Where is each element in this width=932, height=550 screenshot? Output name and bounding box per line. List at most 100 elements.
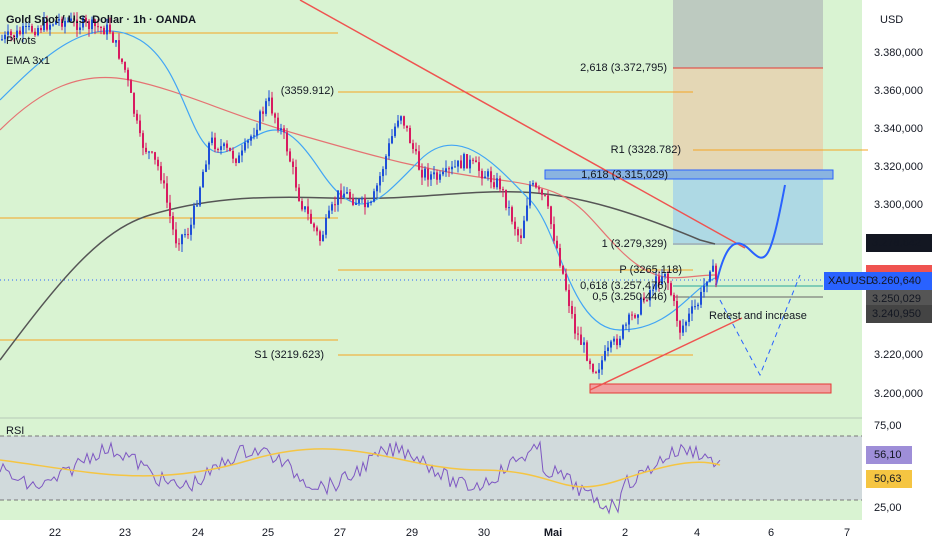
candle	[328, 210, 330, 219]
candle	[628, 314, 630, 325]
candle	[331, 204, 333, 211]
candle	[607, 347, 609, 352]
candle	[73, 18, 75, 20]
candle	[169, 202, 171, 217]
candle	[580, 334, 582, 345]
candle	[97, 26, 99, 28]
candle	[532, 183, 534, 185]
candle	[304, 206, 306, 210]
candle	[613, 338, 615, 342]
level-label: 0,618 (3.257,476)	[580, 280, 667, 292]
zone-gray	[673, 0, 823, 68]
candle	[688, 313, 690, 322]
candle	[64, 20, 66, 27]
tag	[866, 305, 932, 323]
candle	[685, 321, 687, 326]
candle	[19, 30, 21, 35]
candle	[88, 21, 90, 30]
candle	[391, 136, 393, 144]
rsi-tag	[866, 470, 912, 488]
price-tag: 3.278,642	[872, 237, 921, 249]
candle	[46, 19, 48, 30]
price-label: 3.340,000	[874, 123, 923, 135]
price-label: 3.380,000	[874, 47, 923, 59]
candle	[334, 204, 336, 206]
candle	[265, 101, 267, 114]
candle	[184, 234, 186, 236]
candle	[313, 223, 315, 228]
candle	[232, 150, 234, 159]
candle	[469, 159, 471, 169]
candle	[340, 190, 342, 198]
resistance-box	[544, 169, 834, 180]
candle	[472, 159, 474, 161]
date-label: 25	[262, 527, 274, 539]
zone-tan	[673, 68, 823, 175]
candle	[211, 137, 213, 143]
indicator: EMA 3x1	[6, 55, 50, 67]
candle	[394, 126, 396, 137]
candle	[400, 116, 402, 121]
candle	[37, 27, 39, 36]
candle	[112, 32, 114, 43]
candle	[448, 168, 450, 170]
candle	[703, 285, 705, 292]
level-label: P (3265.118)	[619, 264, 682, 276]
candle	[238, 155, 240, 163]
date-label: Mai	[544, 527, 562, 539]
candle	[286, 132, 288, 152]
candle	[673, 294, 675, 301]
candle	[487, 171, 489, 177]
candle	[52, 24, 54, 26]
candle	[553, 224, 555, 241]
candle	[616, 338, 618, 346]
rsi-label: RSI	[6, 425, 24, 437]
price-label: 3.320,000	[874, 161, 923, 173]
support-box	[589, 383, 832, 394]
date-axis-bg	[0, 520, 862, 550]
levels	[0, 0, 868, 391]
candle	[364, 198, 366, 208]
candle	[538, 187, 540, 190]
price-label: 3.200,000	[874, 388, 923, 400]
candle	[589, 360, 591, 365]
candle	[55, 20, 57, 25]
candle	[559, 248, 561, 266]
ema-tag	[866, 234, 932, 252]
candle	[679, 320, 681, 333]
level-label: 1,618 (3.315,029)	[581, 169, 668, 181]
candle	[415, 148, 417, 152]
date-label: 29	[406, 527, 418, 539]
candle	[439, 174, 441, 180]
candle	[229, 147, 231, 151]
candle	[367, 202, 369, 208]
price-label: 3.300,000	[874, 199, 923, 211]
candle	[493, 182, 495, 188]
candle	[451, 166, 453, 170]
candle	[127, 69, 129, 81]
date-label: 30	[478, 527, 490, 539]
candle	[133, 92, 135, 114]
symbol-tag-text: XAUUSD	[828, 275, 874, 287]
candle	[1, 39, 3, 41]
candle	[256, 129, 258, 136]
candle	[271, 97, 273, 114]
date-label: 2	[622, 527, 628, 539]
candle	[262, 111, 264, 114]
candle	[445, 168, 447, 172]
candle	[655, 276, 657, 290]
candle	[310, 213, 312, 224]
candle	[160, 166, 162, 181]
candle	[316, 227, 318, 232]
candle	[379, 176, 381, 186]
candle	[370, 201, 372, 203]
candle	[163, 180, 165, 184]
candle	[175, 229, 177, 244]
candle	[604, 351, 606, 361]
candle	[40, 27, 42, 31]
candle	[676, 300, 678, 321]
candle	[427, 168, 429, 180]
candle	[667, 273, 669, 284]
candle	[358, 199, 360, 204]
zone-blue	[673, 175, 823, 245]
